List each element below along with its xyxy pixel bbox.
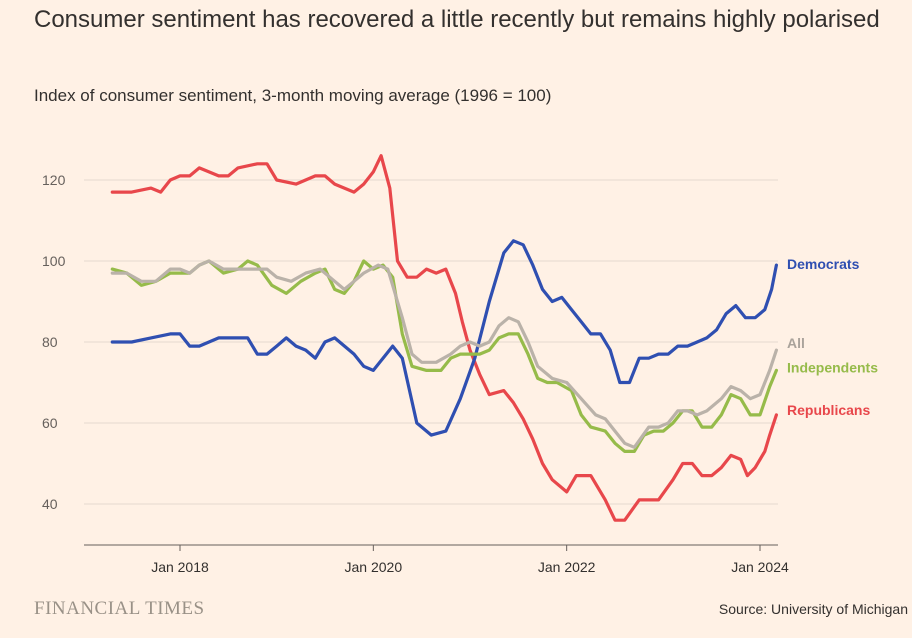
label-layer: Republicans Democrats All Independents: [787, 256, 878, 418]
brand-logo: FINANCIAL TIMES: [34, 598, 205, 619]
y-tick-label: 100: [42, 253, 66, 269]
grid-layer: [84, 179, 778, 505]
y-tick-label: 40: [42, 496, 58, 512]
x-tick-label: Jan 2020: [345, 559, 403, 575]
series-label-independents: Independents: [787, 359, 878, 375]
series-line-independents: [110, 259, 778, 453]
axis-layer: 40 60 80 100 120 Jan 2018 Jan 2020 Jan 2022 Jan …: [42, 172, 789, 575]
y-tick-label: 60: [42, 415, 58, 431]
line-chart: 40 60 80 100 120 Jan 2018 Jan 2020 Jan 2022 Jan …: [42, 154, 878, 575]
chart-subtitle: Index of consumer sentiment, 3-month mov…: [34, 86, 552, 105]
series-label-all: All: [787, 335, 805, 351]
series-label-republicans: Republicans: [787, 402, 870, 418]
x-tick-label: Jan 2024: [731, 559, 789, 575]
y-tick-label: 120: [42, 172, 66, 188]
series-line-republicans: [110, 154, 778, 522]
source-note: Source: University of Michigan: [718, 601, 908, 617]
x-tick-label: Jan 2018: [151, 559, 209, 575]
y-tick-label: 80: [42, 334, 58, 350]
series-layer: [110, 154, 778, 522]
series-label-democrats: Democrats: [787, 256, 860, 272]
series-line-democrats: [110, 239, 778, 437]
x-tick-label: Jan 2022: [538, 559, 596, 575]
series-line-all: [110, 259, 778, 449]
chart-title: Consumer sentiment has recovered a littl…: [34, 6, 880, 33]
